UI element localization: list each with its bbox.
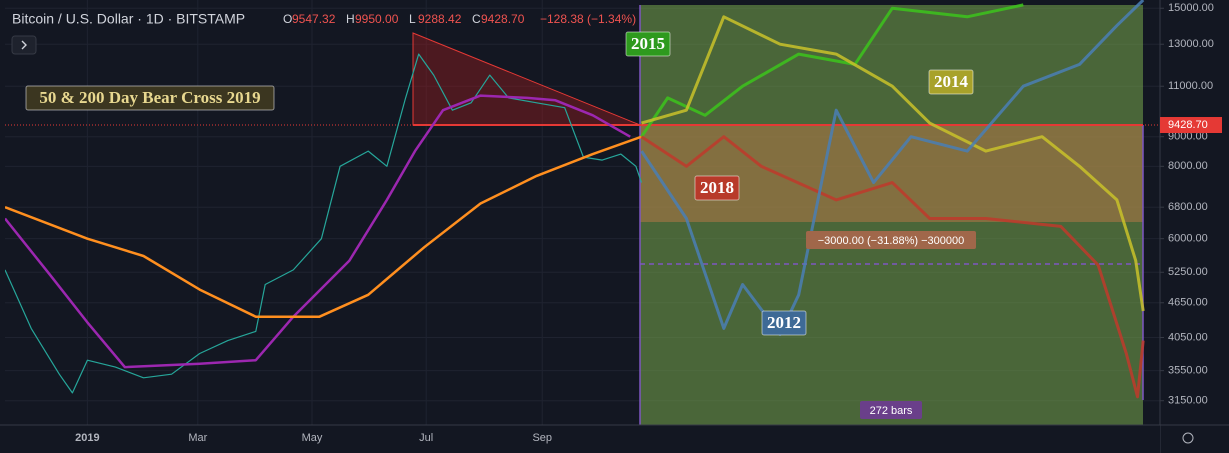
ohlc-value: 9950.00 [355, 12, 399, 26]
annotation-box [806, 231, 976, 249]
symbol: Bitcoin / U.S. Dollar · 1D · BITSTAMP [12, 11, 245, 27]
annotation-box [625, 31, 671, 57]
annotation-box [761, 310, 807, 336]
annotation: 50 & 200 Day Bear Cross 2019 [39, 88, 260, 107]
ohlc-value: 9288.42 [418, 12, 462, 26]
ticks: 15000.00 13000.00 11000.00 9000.00 8000.00 68… [75, 2, 1222, 444]
series-line [641, 15, 1145, 312]
annotation-box [25, 85, 275, 111]
annotation: 2015 [631, 34, 665, 53]
y-tick-label: 6000.00 [1168, 233, 1208, 245]
y-tick-label: 4050.00 [1168, 331, 1208, 343]
ohlc-key: H [346, 12, 355, 26]
annotation: 272 bars [870, 405, 913, 417]
y-tick-label: 6800.00 [1168, 201, 1208, 213]
annotation: 2018 [700, 178, 734, 197]
series-line [640, 135, 1145, 399]
y-tick-label: 11000.00 [1168, 80, 1213, 92]
price-axis [1160, 0, 1229, 453]
time-axis [0, 425, 1160, 453]
ohlc-value: 9428.70 [481, 12, 525, 26]
range-box [640, 125, 1143, 222]
x-tick-label: Mar [188, 432, 207, 444]
annotation: 2014 [934, 72, 969, 91]
x-tick-label: Sep [532, 432, 552, 444]
annotation-box [860, 401, 922, 419]
ohlc-value: 9547.32 [292, 12, 336, 26]
annotation-box [694, 175, 740, 201]
series-line [5, 94, 631, 369]
y-tick-label: 4650.00 [1168, 297, 1208, 309]
y-tick-label: 8000.00 [1168, 160, 1208, 172]
series-line [640, 3, 1024, 138]
collapse-button[interactable] [11, 35, 37, 55]
ohlc: O 9547.32 H 9950.00 L 9288.42 C 9428.70 [283, 12, 525, 26]
x-tick-label: May [302, 432, 323, 444]
ohlc-key: C [472, 12, 481, 26]
y-tick-label: 3150.00 [1168, 395, 1208, 407]
settings-icon[interactable] [1182, 432, 1194, 444]
price-tag-label: 9428.70 [1168, 119, 1208, 131]
series-line [5, 135, 642, 318]
y-tick-label: 5250.00 [1168, 266, 1208, 278]
chevron [21, 40, 27, 50]
series-lines [5, 0, 1145, 399]
series-line [640, 0, 1145, 336]
projection-box [640, 5, 1143, 425]
price-tag [1160, 117, 1222, 134]
y-tick-label: 3550.00 [1168, 365, 1208, 377]
ohlc-key: L [409, 12, 416, 26]
x-tick-label: Jul [419, 432, 433, 444]
change: −128.38 (−1.34%) [540, 12, 636, 26]
series-line [5, 53, 643, 394]
ohlc-key: O [283, 12, 292, 26]
x-tick-label: 2019 [75, 432, 99, 444]
annotations: 50 & 200 Day Bear Cross 2019 2015 2014 2018… [25, 31, 976, 419]
annotation-box [928, 69, 974, 95]
y-tick-label: 9000.00 [1168, 131, 1208, 143]
y-tick-label: 13000.00 [1168, 38, 1214, 50]
y-tick-label: 15000.00 [1168, 2, 1214, 14]
annotation: −3000.00 (−31.88%) −300000 [818, 235, 965, 247]
annotation: 2012 [767, 313, 801, 332]
